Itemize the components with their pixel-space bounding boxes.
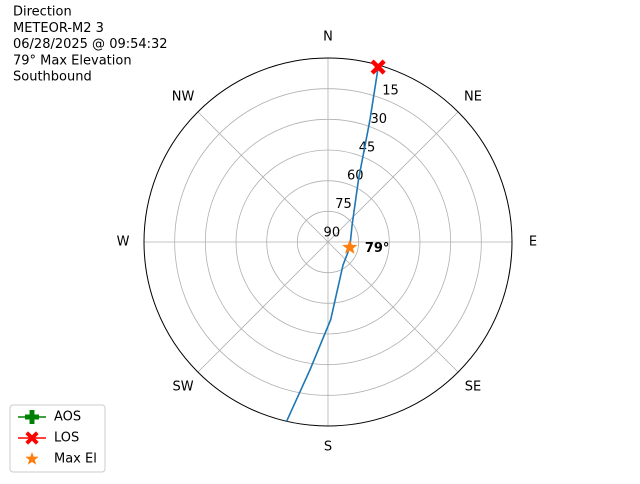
marker-x [370, 59, 386, 75]
marker-x [25, 431, 39, 445]
elevation-label: 60 [347, 169, 364, 184]
grid-spoke [327, 111, 459, 243]
direction-label: NE [464, 90, 482, 105]
marker-star [342, 239, 358, 254]
direction-label: N [323, 30, 333, 45]
legend: AOS LOS Max El [9, 404, 106, 473]
grid-spoke [197, 111, 329, 243]
marker-plus [25, 410, 39, 424]
direction-label: W [117, 235, 130, 250]
title-line: 06/28/2025 @ 09:54:32 [13, 37, 168, 52]
elevation-label: 30 [370, 112, 387, 127]
grid-spoke [197, 241, 329, 373]
direction-label: E [529, 235, 537, 250]
legend-label: Max El [54, 452, 97, 467]
title-line: Direction [13, 5, 72, 20]
grid-spoke [327, 241, 459, 373]
elevation-label: 75 [335, 197, 352, 212]
legend-label: LOS [54, 431, 79, 446]
elevation-label: 15 [382, 84, 399, 99]
direction-label: SE [465, 379, 481, 394]
title-line: METEOR-M2 3 [13, 21, 104, 36]
marker-star [25, 452, 39, 465]
max-el-label: 79° [365, 241, 390, 256]
elevation-label: 45 [359, 140, 376, 155]
polar-frame [143, 57, 513, 427]
title-line: 79° Max Elevation [13, 53, 132, 68]
direction-label: S [324, 440, 332, 455]
elevation-label: 90 [324, 225, 341, 240]
direction-label: NW [172, 90, 195, 105]
legend-label: AOS [54, 410, 81, 425]
direction-label: SW [172, 379, 193, 394]
title-line: Southbound [13, 70, 92, 85]
